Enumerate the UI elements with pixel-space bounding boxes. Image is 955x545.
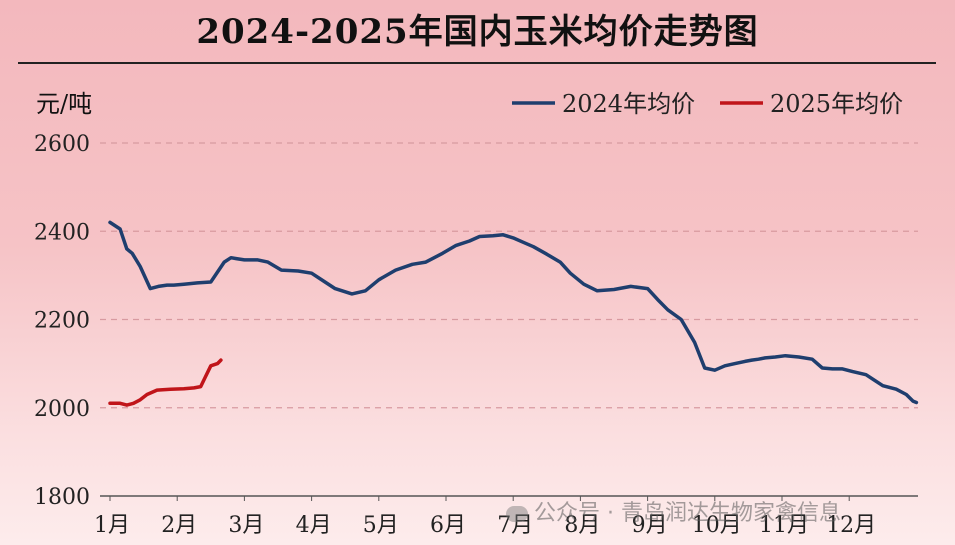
series-lines bbox=[108, 220, 919, 407]
x-tick-label: 10月 bbox=[692, 513, 742, 538]
y-tick-label: 2400 bbox=[34, 220, 90, 245]
x-tick-label: 11月 bbox=[759, 513, 809, 538]
series-line-2024 bbox=[108, 220, 919, 405]
y-tick-label: 2000 bbox=[34, 397, 90, 422]
axes bbox=[100, 495, 918, 501]
watermark-text: 公众号 · 青岛润达生物家禽信息 bbox=[534, 501, 841, 526]
y-tick-label: 2600 bbox=[34, 132, 90, 157]
y-tick-labels: 1800 2000 2200 2400 2600 bbox=[34, 132, 90, 510]
x-tick-label: 4月 bbox=[296, 513, 332, 538]
x-tick-label: 12月 bbox=[826, 513, 876, 538]
x-tick-label: 5月 bbox=[363, 513, 399, 538]
x-tick-label: 9月 bbox=[632, 513, 668, 538]
x-tick-label: 2月 bbox=[161, 513, 197, 538]
legend-label-2024: 2024年均价 bbox=[562, 90, 695, 118]
legend: 2024年均价 2025年均价 bbox=[512, 90, 903, 118]
grid-lines bbox=[100, 142, 918, 409]
wechat-icon bbox=[506, 506, 528, 522]
y-tick-label: 1800 bbox=[34, 485, 90, 510]
x-tick-label: 1月 bbox=[94, 513, 130, 538]
x-tick-label: 8月 bbox=[564, 513, 600, 538]
chart-title: 2024-2025年国内玉米均价走势图 bbox=[196, 12, 759, 52]
y-axis-unit-label: 元/吨 bbox=[36, 90, 92, 118]
title-underline bbox=[18, 62, 936, 64]
legend-label-2025: 2025年均价 bbox=[770, 90, 903, 118]
y-tick-label: 2200 bbox=[34, 309, 90, 334]
x-tick-label: 7月 bbox=[497, 513, 533, 538]
x-tick-label: 3月 bbox=[228, 513, 264, 538]
watermark: 公众号 · 青岛润达生物家禽信息 bbox=[506, 495, 841, 527]
x-tick-labels: 1月 2月 3月 4月 5月 6月 7月 8月 9月 10月 11月 12月 bbox=[94, 513, 876, 538]
series-line-2025 bbox=[108, 358, 223, 407]
x-tick-label: 6月 bbox=[430, 513, 466, 538]
